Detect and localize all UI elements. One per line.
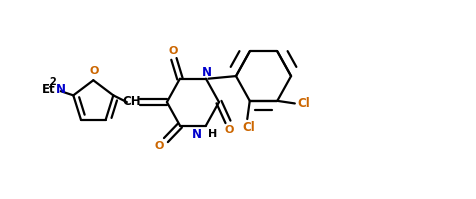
Text: Cl: Cl xyxy=(297,97,309,110)
Text: O: O xyxy=(224,125,234,135)
Text: O: O xyxy=(89,66,99,76)
Text: N: N xyxy=(201,66,211,79)
Text: Cl: Cl xyxy=(241,121,254,134)
Text: CH: CH xyxy=(122,95,141,108)
Text: 2: 2 xyxy=(49,77,56,87)
Text: O: O xyxy=(169,46,178,56)
Text: O: O xyxy=(154,141,163,151)
Text: N: N xyxy=(56,83,66,96)
Text: H: H xyxy=(208,129,217,139)
Text: N: N xyxy=(191,128,201,141)
Text: Et: Et xyxy=(42,83,56,96)
